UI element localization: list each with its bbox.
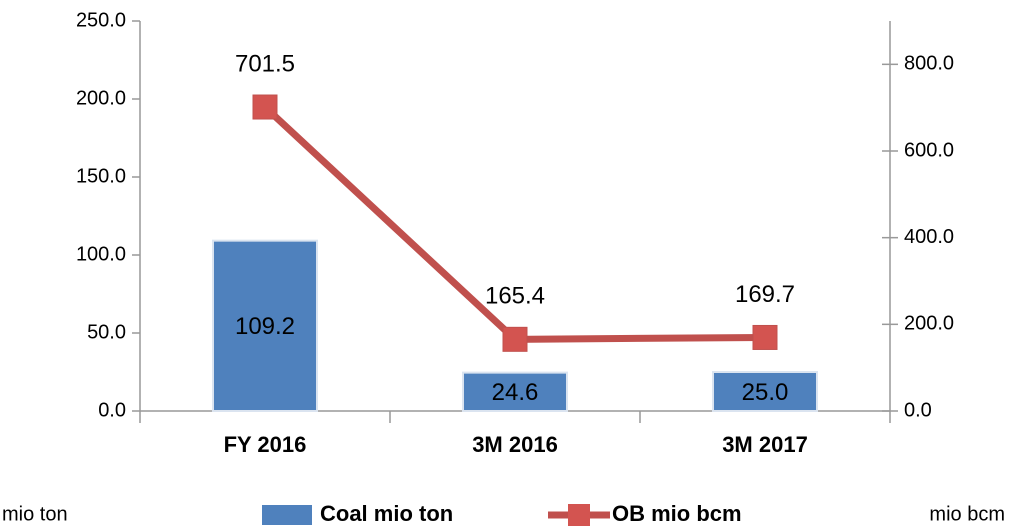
y2-axis-label: mio bcm [929,503,1005,525]
y-tick-label: 250.0 [76,9,126,31]
y2-tick-label: 400.0 [904,226,954,248]
data-label: 169.7 [735,281,795,308]
x-tick-label: 3M 2016 [472,432,558,457]
data-label: 25.0 [742,379,789,406]
y-tick-label: 100.0 [76,243,126,265]
y2-tick-label: 800.0 [904,53,954,75]
y2-tick-label: 600.0 [904,139,954,161]
legend-label: Coal mio ton [320,501,453,526]
data-label: 165.4 [485,283,545,310]
y-tick-label: 200.0 [76,87,126,109]
bar [462,371,568,412]
y-tick-label: 0.0 [98,399,126,421]
data-label: 109.2 [235,313,295,340]
legend-label: OB mio bcm [612,501,742,526]
marker [502,326,528,352]
marker [752,324,778,350]
data-label: 24.6 [492,379,539,406]
legend-swatch [568,504,590,526]
x-tick-label: FY 2016 [224,432,307,457]
y2-tick-label: 200.0 [904,313,954,335]
bar [212,239,318,412]
legend-swatch [262,505,312,525]
bar [712,371,818,412]
y-axis-label: mio ton [2,503,68,525]
data-label: 701.5 [235,50,295,77]
y2-tick-label: 0.0 [904,399,932,421]
x-tick-label: 3M 2017 [722,432,808,457]
y-tick-label: 50.0 [87,321,126,343]
y-tick-label: 150.0 [76,165,126,187]
marker [252,94,278,120]
